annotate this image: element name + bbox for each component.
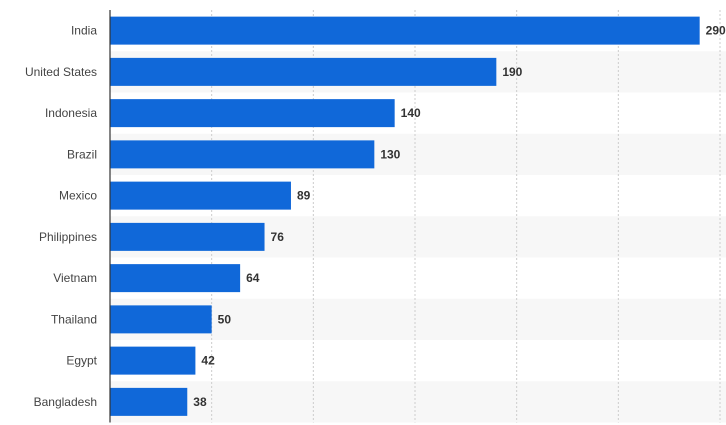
category-label-egypt: Egypt (66, 354, 97, 368)
category-label-india: India (71, 24, 97, 38)
bar-brazil[interactable] (110, 140, 375, 169)
bar-egypt[interactable] (110, 346, 196, 375)
value-label-united-states: 190 (502, 65, 522, 79)
value-label-bangladesh: 38 (193, 395, 207, 409)
row-stripe-thailand (110, 298, 726, 340)
value-label-brazil: 130 (380, 147, 400, 161)
value-label-indonesia: 140 (401, 106, 421, 120)
bar-philippines[interactable] (110, 222, 265, 251)
value-label-thailand: 50 (218, 312, 232, 326)
bar-vietnam[interactable] (110, 264, 241, 293)
value-labels-group: 290 190 140 130 89 76 64 50 42 38 (193, 24, 726, 409)
bar-india[interactable] (110, 16, 700, 45)
category-label-thailand: Thailand (51, 312, 97, 326)
category-label-mexico: Mexico (59, 189, 97, 203)
category-label-united-states: United States (25, 65, 97, 79)
value-label-philippines: 76 (271, 230, 285, 244)
category-label-philippines: Philippines (39, 230, 97, 244)
value-label-vietnam: 64 (246, 271, 260, 285)
category-label-vietnam: Vietnam (53, 271, 97, 285)
category-label-brazil: Brazil (67, 147, 97, 161)
category-label-bangladesh: Bangladesh (34, 395, 97, 409)
bars-group (110, 16, 700, 416)
bar-thailand[interactable] (110, 305, 212, 334)
bar-united-states[interactable] (110, 57, 497, 86)
value-label-mexico: 89 (297, 189, 311, 203)
value-label-india: 290 (706, 24, 726, 38)
bar-indonesia[interactable] (110, 99, 395, 128)
category-labels-group: India United States Indonesia Brazil Mexico P… (25, 24, 98, 409)
bar-mexico[interactable] (110, 181, 291, 210)
row-stripes (110, 51, 726, 423)
value-label-egypt: 42 (201, 354, 215, 368)
bar-bangladesh[interactable] (110, 387, 188, 416)
category-label-indonesia: Indonesia (45, 106, 97, 120)
row-stripe-bangladesh (110, 381, 726, 423)
